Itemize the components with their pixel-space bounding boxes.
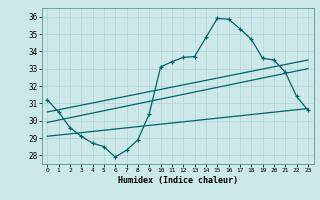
X-axis label: Humidex (Indice chaleur): Humidex (Indice chaleur)	[118, 176, 237, 185]
